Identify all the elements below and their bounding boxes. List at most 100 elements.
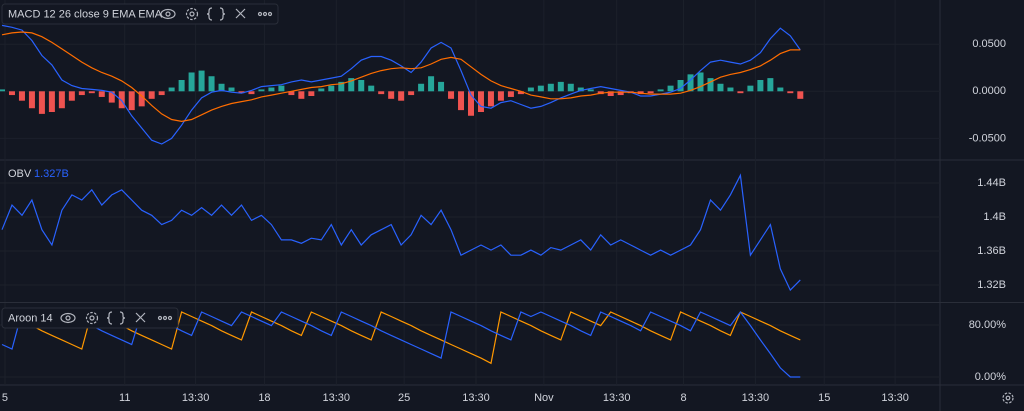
histogram-bar <box>8 91 15 96</box>
histogram-bar <box>38 91 45 114</box>
eye-icon[interactable] <box>60 312 76 324</box>
source-icon[interactable] <box>106 311 126 325</box>
y-tick-label: 1.4B <box>983 211 1006 223</box>
histogram-bar <box>58 91 65 109</box>
more-icon[interactable] <box>157 315 173 321</box>
histogram-bar <box>438 81 445 92</box>
settings-icon[interactable] <box>185 7 199 21</box>
histogram-bar <box>348 78 355 92</box>
histogram-bar <box>378 91 385 95</box>
x-tick-label: 8 <box>680 392 686 404</box>
histogram-bar <box>697 72 704 92</box>
histogram-bar <box>78 91 85 96</box>
histogram-bar <box>477 91 484 112</box>
histogram-bar <box>777 87 784 92</box>
y-tick-label: 80.00% <box>969 319 1007 331</box>
histogram-bar <box>88 91 95 94</box>
histogram-bar <box>68 91 75 101</box>
y-tick-label: 0.0500 <box>972 38 1006 50</box>
histogram-bar <box>547 83 554 92</box>
y-tick-label: -0.0500 <box>969 132 1006 144</box>
histogram-bar <box>108 91 115 103</box>
more-icon[interactable] <box>257 11 273 17</box>
indicator-line <box>1 24 801 145</box>
x-tick-label: 13:30 <box>462 392 490 404</box>
histogram-bar <box>767 78 774 92</box>
histogram-bar <box>218 83 225 92</box>
x-tick-label: 18 <box>258 392 270 404</box>
histogram-bar <box>677 80 684 92</box>
histogram-bar <box>298 91 305 99</box>
histogram-bar <box>787 91 794 94</box>
histogram-bar <box>238 91 245 94</box>
eye-icon[interactable] <box>160 8 176 20</box>
x-tick-label: 15 <box>818 392 830 404</box>
histogram-bar <box>198 70 205 92</box>
histogram-bar <box>408 91 415 96</box>
indicator-line <box>1 310 801 378</box>
source-icon[interactable] <box>206 7 226 21</box>
indicator-line <box>1 173 801 292</box>
histogram-bar <box>158 91 165 96</box>
histogram-bar <box>278 85 285 92</box>
histogram-bar <box>607 91 614 96</box>
y-tick-label: 1.32B <box>977 279 1006 291</box>
x-tick-label: 13:30 <box>182 392 210 404</box>
histogram-bar <box>248 91 255 95</box>
histogram-bar <box>258 89 265 92</box>
histogram-bar <box>0 89 5 92</box>
x-tick-label: 13:30 <box>742 392 770 404</box>
histogram-bar <box>487 91 494 107</box>
histogram-bar <box>148 91 155 99</box>
histogram-bar <box>737 91 744 94</box>
histogram-bar <box>358 80 365 92</box>
histogram-bar <box>368 85 375 92</box>
settings-gear[interactable] <box>1002 392 1014 404</box>
histogram-bar <box>567 83 574 92</box>
histogram-bar <box>418 83 425 92</box>
histogram-bar <box>617 91 624 96</box>
histogram-bar <box>557 81 564 92</box>
histogram-bar <box>318 88 325 92</box>
histogram-bar <box>647 91 654 94</box>
histogram-bar <box>577 87 584 92</box>
x-tick-label: Nov <box>534 392 554 404</box>
histogram-bar <box>527 87 534 92</box>
histogram-bar <box>398 91 405 101</box>
histogram-bar <box>18 91 25 101</box>
histogram-bar <box>657 89 664 92</box>
histogram-bar <box>468 91 474 116</box>
y-tick-label: 1.36B <box>977 245 1006 257</box>
histogram-bar <box>507 91 514 97</box>
histogram-bar <box>587 89 594 92</box>
histogram-bar <box>687 74 694 92</box>
remove-icon[interactable] <box>235 8 246 19</box>
histogram-bar <box>328 85 335 92</box>
histogram-bar <box>188 72 195 92</box>
x-tick-label: 5 <box>2 392 8 404</box>
x-tick-label: 11 <box>119 392 130 404</box>
settings-icon[interactable] <box>85 311 99 325</box>
histogram-bar <box>727 87 734 92</box>
histogram-bar <box>517 91 524 95</box>
histogram-bar <box>537 85 544 92</box>
histogram-bar <box>667 85 674 92</box>
histogram-bar <box>747 85 754 92</box>
pane-title: MACD 12 26 close 9 EMA EMA <box>8 8 163 20</box>
pane-title: Aroon 14 <box>8 312 53 324</box>
histogram-bar <box>128 91 135 111</box>
indicator-line <box>1 31 801 123</box>
y-tick-label: 0.00% <box>975 371 1006 383</box>
histogram-bar <box>707 78 714 92</box>
histogram-bar <box>797 91 804 99</box>
histogram-bar <box>208 76 215 92</box>
last-value: 1.327B <box>34 168 69 180</box>
histogram-bar <box>268 87 275 92</box>
histogram-bar <box>448 91 455 99</box>
remove-icon[interactable] <box>135 312 146 323</box>
histogram-bar <box>338 81 345 92</box>
histogram-bar <box>288 91 295 96</box>
x-tick-label: 13:30 <box>881 392 909 404</box>
y-tick-label: 1.44B <box>977 177 1006 189</box>
